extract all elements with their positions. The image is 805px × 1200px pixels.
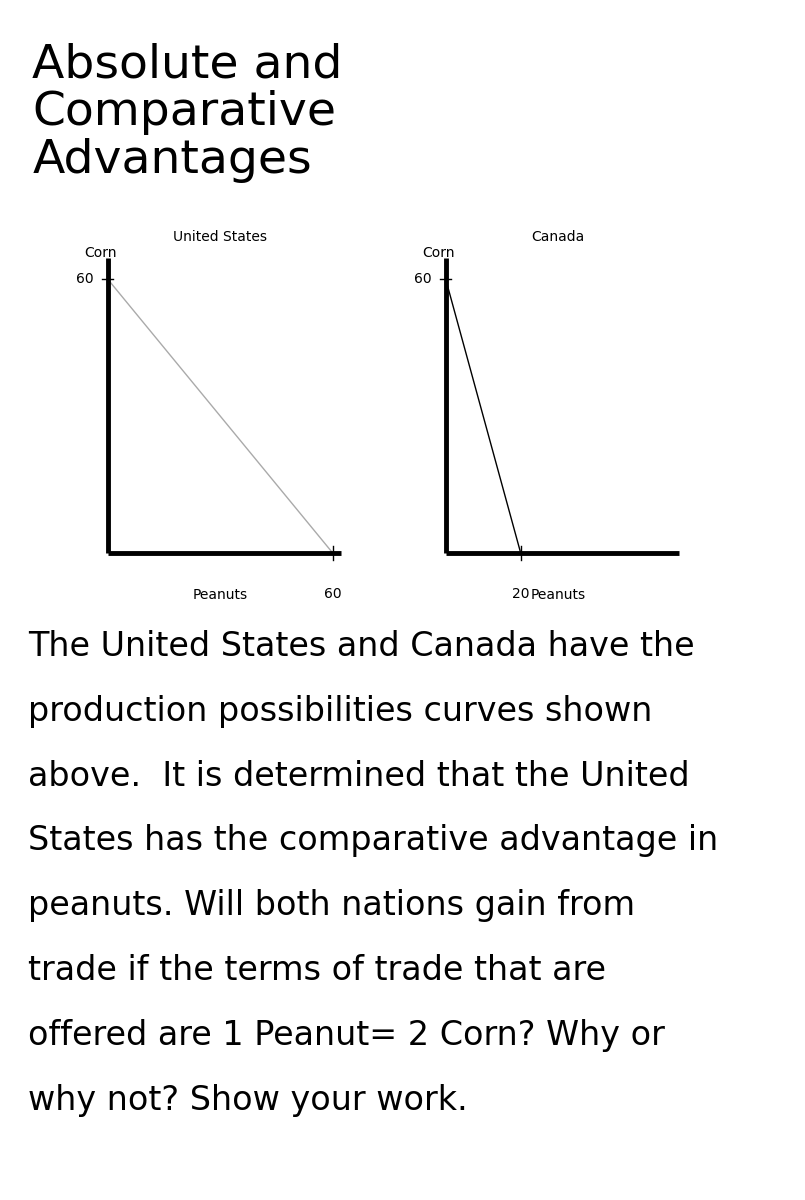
Text: 60: 60 bbox=[324, 587, 341, 601]
Text: Peanuts: Peanuts bbox=[192, 588, 248, 602]
Text: 20: 20 bbox=[512, 587, 530, 601]
Text: above.  It is determined that the United: above. It is determined that the United bbox=[28, 760, 690, 792]
Text: Absolute and: Absolute and bbox=[32, 42, 343, 86]
Text: The United States and Canada have the: The United States and Canada have the bbox=[28, 630, 695, 662]
Text: why not? Show your work.: why not? Show your work. bbox=[28, 1084, 468, 1116]
Text: production possibilities curves shown: production possibilities curves shown bbox=[28, 695, 653, 727]
Text: 60: 60 bbox=[414, 272, 431, 286]
Text: offered are 1 Peanut= 2 Corn? Why or: offered are 1 Peanut= 2 Corn? Why or bbox=[28, 1019, 665, 1051]
Text: 60: 60 bbox=[76, 272, 93, 286]
Text: Corn: Corn bbox=[85, 246, 117, 260]
Text: Peanuts: Peanuts bbox=[530, 588, 586, 602]
Text: Canada: Canada bbox=[531, 230, 584, 244]
Text: Comparative: Comparative bbox=[32, 90, 336, 134]
Text: trade if the terms of trade that are: trade if the terms of trade that are bbox=[28, 954, 606, 986]
Text: United States: United States bbox=[173, 230, 267, 244]
Text: Corn: Corn bbox=[423, 246, 455, 260]
Text: States has the comparative advantage in: States has the comparative advantage in bbox=[28, 824, 718, 858]
Text: peanuts. Will both nations gain from: peanuts. Will both nations gain from bbox=[28, 889, 635, 922]
Text: Advantages: Advantages bbox=[32, 138, 312, 182]
